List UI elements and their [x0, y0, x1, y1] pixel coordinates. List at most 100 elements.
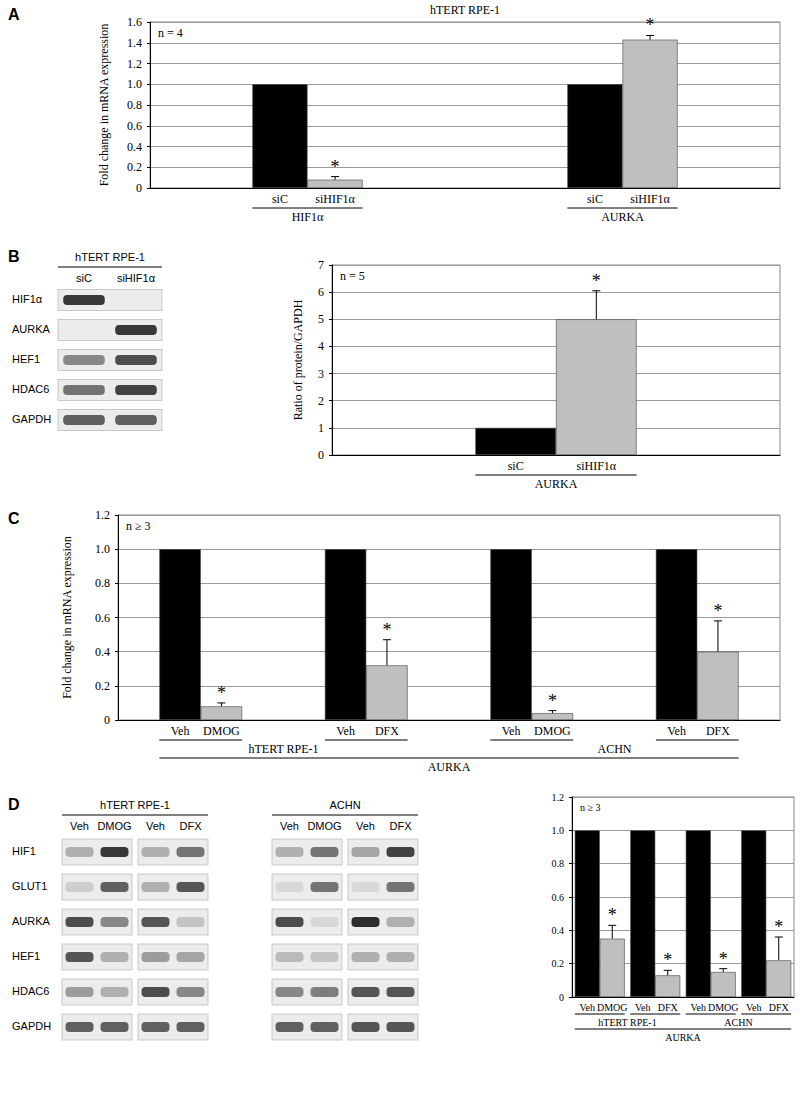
svg-text:siC: siC	[508, 459, 524, 473]
svg-text:Fold change in mRNA expression: Fold change in mRNA expression	[60, 536, 74, 699]
svg-text:*: *	[217, 683, 226, 703]
svg-text:B: B	[8, 248, 20, 265]
svg-text:0.8: 0.8	[552, 858, 565, 869]
svg-text:hTERT RPE-1: hTERT RPE-1	[75, 251, 145, 263]
svg-text:*: *	[331, 157, 340, 177]
svg-text:AURKA: AURKA	[665, 1032, 701, 1043]
svg-text:Fold change in mRNA expression: Fold change in mRNA expression	[97, 24, 111, 187]
svg-text:7: 7	[318, 258, 324, 272]
svg-text:Ratio of protein/GAPDH: Ratio of protein/GAPDH	[291, 299, 305, 420]
svg-text:A: A	[8, 6, 20, 23]
svg-text:4: 4	[318, 339, 324, 353]
svg-text:siC: siC	[76, 272, 92, 284]
svg-text:n = 4: n = 4	[158, 26, 183, 40]
svg-text:0.4: 0.4	[552, 925, 565, 936]
svg-text:DMOG: DMOG	[307, 820, 341, 832]
svg-text:DMOG: DMOG	[203, 724, 240, 738]
svg-text:0: 0	[136, 181, 142, 195]
svg-text:Veh: Veh	[635, 1002, 651, 1013]
svg-text:1.6: 1.6	[127, 15, 142, 29]
svg-text:hTERT RPE-1: hTERT RPE-1	[598, 1017, 656, 1028]
svg-text:Veh: Veh	[70, 820, 89, 832]
svg-text:HIF1α: HIF1α	[12, 293, 43, 305]
svg-text:AURKA: AURKA	[601, 210, 644, 224]
svg-text:0: 0	[559, 992, 564, 1003]
svg-text:1.4: 1.4	[127, 36, 142, 50]
svg-text:DFX: DFX	[658, 1002, 679, 1013]
svg-text:GAPDH: GAPDH	[12, 413, 51, 425]
svg-text:0.4: 0.4	[127, 140, 142, 154]
svg-text:HEF1: HEF1	[12, 950, 40, 962]
svg-text:3: 3	[318, 367, 324, 381]
svg-text:DFX: DFX	[375, 724, 399, 738]
svg-text:1.0: 1.0	[95, 542, 110, 556]
svg-text:AURKA: AURKA	[12, 323, 51, 335]
svg-text:1: 1	[318, 421, 324, 435]
svg-text:1.0: 1.0	[552, 825, 565, 836]
svg-text:DFX: DFX	[390, 820, 413, 832]
svg-text:D: D	[8, 796, 20, 813]
svg-text:Veh: Veh	[146, 820, 165, 832]
svg-text:Veh: Veh	[336, 724, 355, 738]
svg-text:hTERT RPE-1: hTERT RPE-1	[430, 3, 500, 17]
svg-text:AURKA: AURKA	[428, 760, 471, 774]
svg-text:siHIF1α: siHIF1α	[630, 192, 670, 206]
svg-text:AURKA: AURKA	[535, 477, 578, 491]
svg-text:0.2: 0.2	[95, 679, 110, 693]
svg-text:ACHN: ACHN	[329, 799, 360, 811]
svg-text:0.6: 0.6	[127, 119, 142, 133]
svg-text:0.2: 0.2	[552, 958, 565, 969]
svg-text:DMOG: DMOG	[597, 1002, 628, 1013]
svg-text:HDAC6: HDAC6	[12, 985, 49, 997]
svg-text:n = 5: n = 5	[340, 269, 365, 283]
svg-text:*: *	[719, 949, 728, 969]
svg-text:HIF1: HIF1	[12, 845, 36, 857]
svg-text:ACHN: ACHN	[597, 742, 631, 756]
svg-text:0: 0	[104, 713, 110, 727]
svg-text:hTERT RPE-1: hTERT RPE-1	[100, 799, 170, 811]
svg-text:0: 0	[318, 448, 324, 462]
svg-text:GLUT1: GLUT1	[12, 880, 47, 892]
svg-text:0.2: 0.2	[127, 160, 142, 174]
svg-text:siC: siC	[587, 192, 603, 206]
svg-text:DFX: DFX	[769, 1002, 790, 1013]
svg-text:*: *	[646, 15, 655, 35]
svg-text:*: *	[663, 950, 672, 970]
svg-text:0.8: 0.8	[95, 576, 110, 590]
svg-text:0.4: 0.4	[95, 645, 110, 659]
svg-text:0.6: 0.6	[552, 892, 565, 903]
svg-text:n ≥ 3: n ≥ 3	[580, 802, 601, 813]
svg-text:C: C	[8, 510, 20, 527]
svg-text:GAPDH: GAPDH	[12, 1020, 51, 1032]
svg-text:1.2: 1.2	[95, 508, 110, 522]
svg-text:DMOG: DMOG	[97, 820, 131, 832]
svg-text:1.0: 1.0	[127, 77, 142, 91]
svg-text:AURKA: AURKA	[12, 915, 51, 927]
svg-text:HEF1: HEF1	[12, 353, 40, 365]
svg-text:n ≥ 3: n ≥ 3	[126, 519, 151, 533]
svg-text:Veh: Veh	[171, 724, 190, 738]
svg-text:5: 5	[318, 312, 324, 326]
svg-text:HDAC6: HDAC6	[12, 383, 49, 395]
svg-text:DMOG: DMOG	[708, 1002, 739, 1013]
svg-text:Veh: Veh	[746, 1002, 762, 1013]
svg-text:Veh: Veh	[280, 820, 299, 832]
svg-text:DMOG: DMOG	[534, 724, 571, 738]
svg-text:hTERT RPE-1: hTERT RPE-1	[248, 742, 318, 756]
svg-text:siC: siC	[272, 192, 288, 206]
svg-text:*: *	[774, 917, 783, 937]
svg-text:*: *	[608, 905, 617, 925]
svg-text:2: 2	[318, 394, 324, 408]
svg-text:Veh: Veh	[667, 724, 686, 738]
svg-text:0.6: 0.6	[95, 611, 110, 625]
svg-text:Veh: Veh	[502, 724, 521, 738]
svg-text:siHIF1α: siHIF1α	[315, 192, 355, 206]
svg-text:0.8: 0.8	[127, 98, 142, 112]
svg-text:1.2: 1.2	[127, 57, 142, 71]
svg-text:*: *	[592, 271, 601, 291]
svg-text:siHIF1α: siHIF1α	[117, 272, 156, 284]
svg-text:Veh: Veh	[356, 820, 375, 832]
svg-text:HIF1α: HIF1α	[292, 210, 324, 224]
svg-text:*: *	[548, 691, 557, 711]
svg-text:DFX: DFX	[706, 724, 730, 738]
